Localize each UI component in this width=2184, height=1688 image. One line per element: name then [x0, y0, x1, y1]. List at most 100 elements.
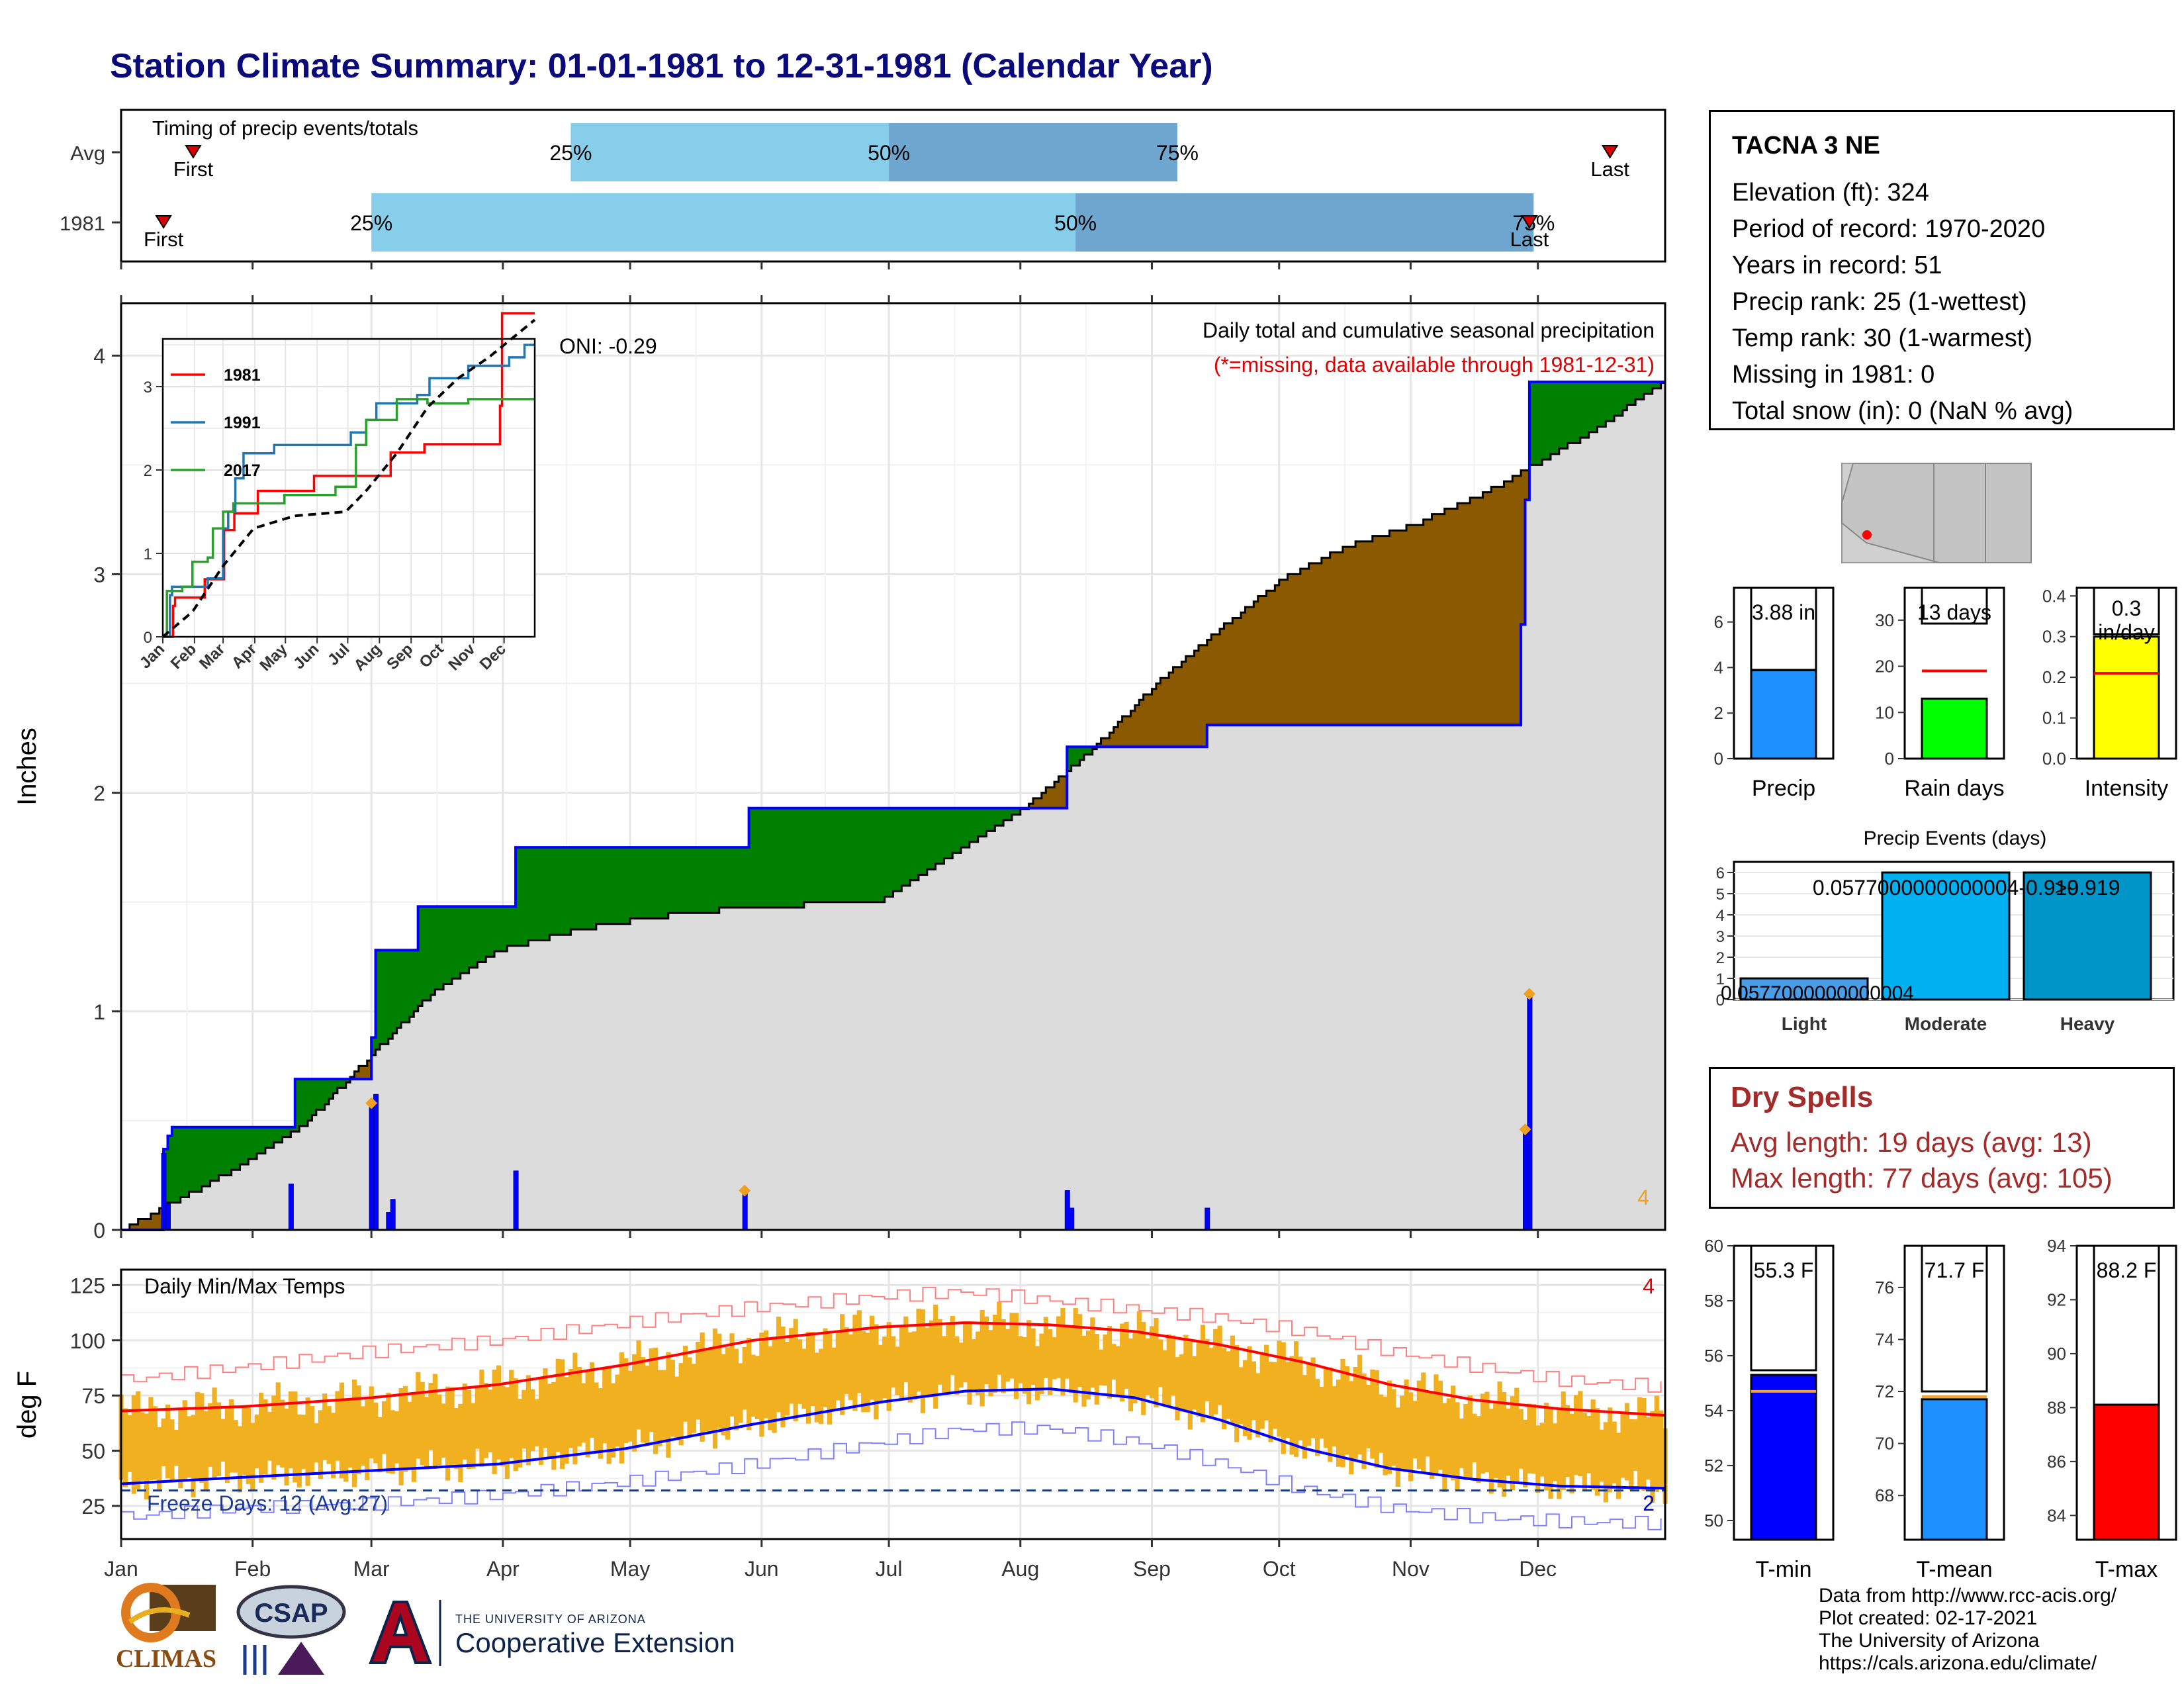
- precip-anomaly-fill: [210, 1127, 215, 1181]
- temp-daily-bar: [322, 1393, 328, 1460]
- temp-daily-bar: [165, 1404, 171, 1479]
- precip-anomaly-fill: [337, 1079, 343, 1088]
- precip-anomaly-fill: [778, 808, 784, 908]
- precip-base-fill: [566, 935, 572, 1230]
- temp-daily-bar: [530, 1389, 535, 1452]
- timing-p25-label: 25%: [350, 211, 392, 235]
- precip-base-fill: [995, 825, 1000, 1230]
- precip-base-fill: [1474, 725, 1479, 1230]
- temp-daily-bar: [1208, 1347, 1214, 1419]
- precip-anomaly-fill: [872, 808, 877, 902]
- precip-base-fill: [1177, 747, 1183, 1230]
- precip-anomaly-fill: [625, 847, 631, 924]
- precip-anomaly-fill: [189, 1127, 194, 1192]
- precip-anomaly-fill: [138, 1219, 143, 1230]
- precip-base-fill: [1470, 725, 1475, 1230]
- inset-series-2017: [163, 398, 535, 638]
- precip-anomaly-fill: [414, 950, 419, 1011]
- temp-daily-bar: [763, 1330, 768, 1419]
- precip-anomaly-fill: [537, 847, 542, 941]
- precip-anomaly-fill: [740, 847, 745, 908]
- precip-base-fill: [409, 1017, 415, 1230]
- tmean-y-tick-label: 74: [1875, 1329, 1894, 1349]
- month-label: Sep: [1133, 1557, 1171, 1581]
- temp-daily-bar: [856, 1310, 862, 1393]
- events-y-tick-label: 2: [1716, 949, 1725, 967]
- precip-anomaly-fill: [579, 847, 584, 929]
- precip-anomaly-fill: [1046, 787, 1051, 808]
- temp-daily-bar: [861, 1331, 866, 1413]
- temp-daily-bar: [1166, 1334, 1171, 1407]
- precip-anomaly-fill: [1576, 381, 1581, 444]
- precip-base-fill: [676, 913, 682, 1230]
- temp-daily-bar: [1264, 1344, 1269, 1421]
- rain-days-y-tick-label: 30: [1875, 610, 1894, 630]
- temp-daily-bar: [1599, 1429, 1604, 1482]
- precip-anomaly-fill: [316, 1079, 322, 1110]
- temp-daily-bar: [1179, 1354, 1185, 1412]
- precip-anomaly-fill: [1504, 481, 1509, 726]
- precip-anomaly-fill: [252, 1127, 257, 1159]
- precip-base-fill: [1075, 765, 1081, 1230]
- precip-base-fill: [961, 847, 966, 1230]
- precip-base-fill: [1377, 725, 1382, 1230]
- precip-anomaly-fill: [1181, 661, 1187, 747]
- temp-daily-bar: [1391, 1389, 1396, 1466]
- precip-base-fill: [1495, 725, 1500, 1230]
- precip-anomaly-fill: [1185, 656, 1191, 747]
- temp-daily-bar: [242, 1406, 247, 1475]
- temp-daily-bar: [1497, 1382, 1502, 1487]
- precip-base-fill: [1491, 725, 1496, 1230]
- precip-anomaly-fill: [647, 847, 652, 919]
- temp-daily-bar: [907, 1332, 913, 1403]
- precip-anomaly-fill: [749, 808, 754, 908]
- month-label: Oct: [1263, 1557, 1296, 1581]
- precip-anomaly-fill: [384, 950, 389, 1045]
- precip-base-fill: [1402, 725, 1407, 1230]
- events-title: Precip Events (days): [1864, 827, 2047, 849]
- temp-daily-bar: [1645, 1417, 1651, 1480]
- events-category-label: Light: [1782, 1013, 1827, 1034]
- precip-base-fill: [291, 1131, 296, 1230]
- precip-anomaly-fill: [1291, 574, 1297, 726]
- precip-anomaly-fill: [299, 1079, 304, 1127]
- precip-base-fill: [842, 902, 847, 1230]
- precip-anomaly-fill: [1304, 569, 1310, 726]
- precip-anomaly-fill: [803, 808, 809, 902]
- precip-base-fill: [422, 1000, 428, 1230]
- precip-anomaly-fill: [1470, 497, 1475, 726]
- precip-base-fill: [1020, 809, 1025, 1230]
- temp-daily-bar: [122, 1408, 128, 1487]
- temp-daily-bar: [547, 1383, 553, 1459]
- precip-base-fill: [273, 1142, 279, 1230]
- temp-daily-bar: [131, 1395, 136, 1494]
- temp-daily-bar: [1374, 1370, 1379, 1468]
- precip-base-fill: [965, 847, 970, 1230]
- temp-daily-bar: [369, 1386, 374, 1459]
- temp-daily-bar: [377, 1417, 383, 1473]
- temp-daily-bar: [203, 1411, 208, 1491]
- temp-daily-bar: [1510, 1396, 1515, 1491]
- precip-base-fill: [1283, 725, 1289, 1230]
- intensity-value-unit: in/day: [2098, 620, 2154, 644]
- temp-daily-bar: [976, 1331, 981, 1395]
- temp-daily-bar: [805, 1331, 811, 1424]
- precip-base-fill: [1398, 725, 1403, 1230]
- precip-anomaly-fill: [155, 1213, 160, 1230]
- precip-base-fill: [1457, 725, 1463, 1230]
- precip-anomaly-fill: [651, 847, 657, 919]
- precip-anomaly-fill: [566, 847, 572, 935]
- precip-base-fill: [1618, 416, 1623, 1231]
- precip-base-fill: [248, 1158, 253, 1230]
- station-missing: Missing in 1981: 0: [1732, 361, 1935, 389]
- temp-daily-bar: [496, 1365, 502, 1460]
- precip-anomaly-fill: [766, 808, 771, 908]
- temp-daily-bar: [1034, 1346, 1040, 1401]
- precip-base-fill: [1016, 814, 1021, 1230]
- temp-daily-bar: [1421, 1372, 1426, 1473]
- temp-daily-bar: [632, 1354, 637, 1452]
- temp-daily-bar: [1400, 1395, 1405, 1471]
- precip-base-fill: [969, 841, 975, 1230]
- temp-daily-bar: [1506, 1408, 1511, 1476]
- precip-anomaly-fill: [914, 808, 919, 880]
